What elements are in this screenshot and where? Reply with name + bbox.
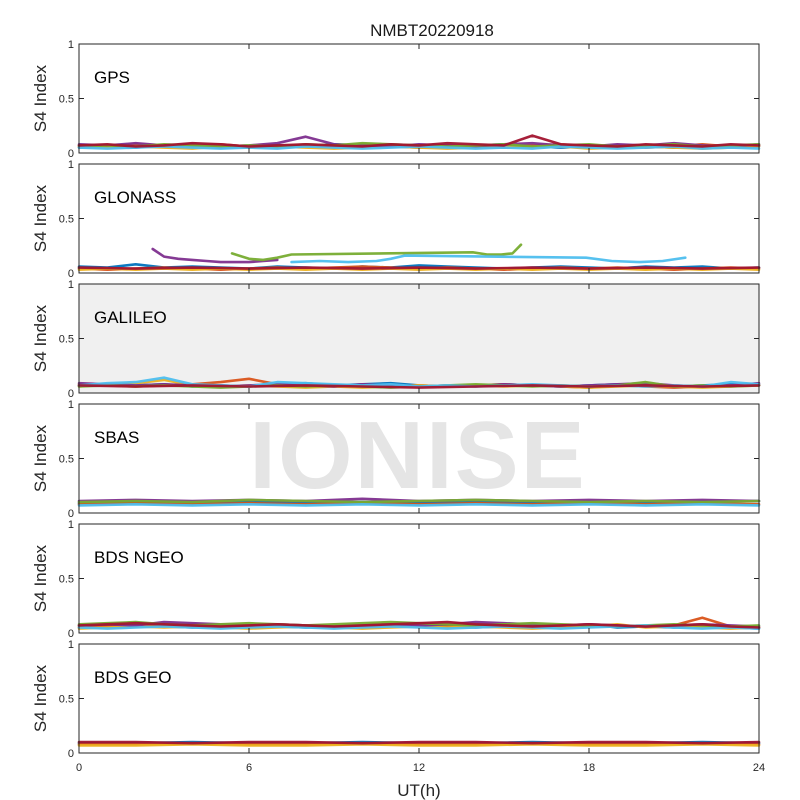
y-tick-label: 1 (68, 159, 74, 171)
figure-title: NMBT20220918 (370, 21, 494, 40)
y-axis-label: S4 Index (31, 184, 50, 252)
y-tick-label: 0 (68, 148, 74, 160)
panels: 0 0.5 1 GPS S4 Index 0 0.5 1 GLONASS S4 Index 0 0.5… (31, 39, 765, 774)
x-tick-label: 12 (413, 762, 425, 774)
watermark: IONISE (249, 402, 586, 509)
panel-0: 0 0.5 1 GPS S4 Index (31, 39, 761, 160)
panel-label: SBAS (94, 428, 139, 447)
panel-5: 0 0.5 1 0 6 12 18 24 BDS GEO S4 Index (31, 639, 765, 774)
y-tick-label: 0.5 (59, 454, 74, 466)
panel-3: 0 0.5 1 SBAS S4 Index (31, 399, 761, 520)
panel-1: 0 0.5 1 GLONASS S4 Index (31, 159, 761, 280)
y-tick-label: 0.5 (59, 94, 74, 106)
axes-background (79, 644, 759, 753)
y-tick-label: 0.5 (59, 694, 74, 706)
series-line (151, 247, 279, 264)
panel-2: 0 0.5 1 GALILEO S4 Index (31, 279, 761, 400)
x-axis-label: UT(h) (397, 781, 440, 800)
panel-label: GPS (94, 68, 130, 87)
axes-background (79, 404, 759, 513)
x-tick-label: 18 (583, 762, 595, 774)
y-axis-label: S4 Index (31, 64, 50, 132)
y-axis-label: S4 Index (31, 304, 50, 372)
y-tick-label: 1 (68, 279, 74, 291)
series-line (290, 254, 687, 264)
axes-background (79, 44, 759, 153)
panel-label: BDS GEO (94, 668, 171, 687)
y-tick-label: 0.5 (59, 334, 74, 346)
y-tick-label: 0 (68, 268, 74, 280)
y-tick-label: 0 (68, 628, 74, 640)
series-line (230, 243, 523, 262)
series-line (77, 134, 761, 148)
y-axis-label: S4 Index (31, 664, 50, 732)
y-axis-label: S4 Index (31, 544, 50, 612)
panel-label: GLONASS (94, 188, 176, 207)
y-tick-label: 0 (68, 388, 74, 400)
x-tick-label: 6 (246, 762, 252, 774)
panel-label: GALILEO (94, 308, 167, 327)
y-tick-label: 1 (68, 519, 74, 531)
x-tick-label: 24 (753, 762, 765, 774)
panel-4: 0 0.5 1 BDS NGEO S4 Index (31, 519, 761, 640)
series-line (77, 620, 761, 629)
series-line (77, 740, 761, 745)
y-tick-label: 0 (68, 508, 74, 520)
y-tick-label: 1 (68, 399, 74, 411)
axes-background (79, 284, 759, 393)
series-line (77, 502, 761, 507)
series-line (77, 266, 761, 270)
y-axis-label: S4 Index (31, 424, 50, 492)
series-line (77, 384, 761, 389)
y-tick-label: 0.5 (59, 574, 74, 586)
y-tick-label: 1 (68, 639, 74, 651)
series-line (77, 742, 761, 747)
x-tick-label: 0 (76, 762, 82, 774)
panel-label: BDS NGEO (94, 548, 184, 567)
y-tick-label: 0.5 (59, 214, 74, 226)
series-line (77, 498, 761, 504)
y-tick-label: 1 (68, 39, 74, 51)
y-tick-label: 0 (68, 748, 74, 760)
axes-background (79, 524, 759, 633)
